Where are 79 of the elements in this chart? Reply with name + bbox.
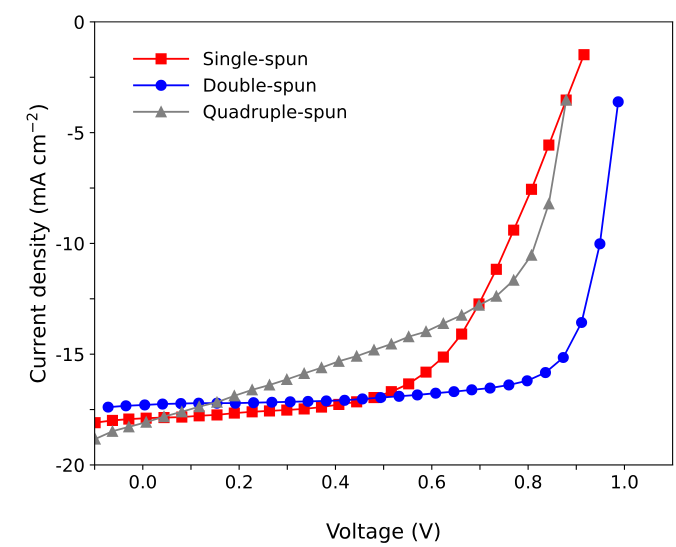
point	[508, 274, 520, 286]
point	[576, 316, 588, 328]
point	[490, 264, 502, 275]
point	[543, 139, 554, 151]
point	[356, 393, 368, 404]
point	[503, 379, 514, 391]
point	[106, 414, 118, 426]
point	[302, 396, 314, 407]
point	[175, 398, 186, 410]
point	[120, 400, 132, 412]
point	[375, 392, 386, 404]
point	[484, 382, 496, 394]
point	[228, 408, 240, 419]
point	[284, 396, 296, 408]
point	[403, 378, 414, 390]
y-tick-label: -15	[56, 348, 84, 362]
point	[106, 426, 118, 437]
point	[139, 399, 150, 410]
point	[420, 326, 432, 338]
point	[612, 96, 624, 108]
legend-label: Quadruple-spun	[204, 104, 346, 122]
point	[211, 409, 223, 420]
point	[438, 352, 449, 363]
y-tick-label: -10	[56, 236, 84, 251]
x-tick-label: 0.8	[514, 474, 542, 489]
x-tick-label: 0.2	[226, 474, 252, 489]
x-tick-label: 0.4	[322, 474, 349, 489]
point	[281, 374, 292, 385]
point	[351, 350, 362, 362]
y-tick-label: -5	[68, 126, 84, 140]
point	[430, 388, 442, 399]
x-tick-label: 0.6	[418, 474, 446, 489]
point	[156, 398, 168, 410]
point	[594, 238, 606, 250]
point	[393, 390, 405, 402]
point	[339, 394, 350, 406]
point	[490, 290, 502, 302]
point	[508, 224, 520, 236]
point	[316, 362, 328, 374]
point	[246, 384, 258, 396]
point	[578, 49, 590, 60]
legend-label: Single-spun	[204, 51, 307, 69]
point	[123, 421, 134, 432]
point	[368, 344, 380, 356]
point	[228, 390, 240, 402]
legend-label: Double-spun	[204, 78, 316, 96]
point	[246, 406, 258, 418]
y-axis-title: Current density (mA cm$^{−2}$)	[26, 105, 50, 382]
point	[526, 184, 538, 195]
point	[194, 401, 205, 412]
point	[266, 396, 278, 408]
point	[298, 368, 310, 380]
x-tick-label: 1.0	[612, 474, 638, 489]
point	[176, 406, 188, 418]
y-tick-label: 0	[74, 15, 84, 29]
point	[102, 402, 114, 413]
point	[540, 367, 552, 378]
point	[333, 356, 344, 367]
point	[456, 310, 468, 321]
point	[466, 384, 478, 396]
point	[543, 198, 554, 210]
point	[320, 395, 332, 406]
point	[558, 352, 569, 364]
point	[412, 389, 423, 400]
point	[403, 331, 414, 342]
point	[438, 318, 449, 329]
point	[420, 366, 432, 378]
point	[264, 379, 276, 391]
point	[522, 375, 533, 386]
point	[123, 414, 134, 425]
point	[456, 328, 468, 340]
point	[526, 250, 538, 261]
y-tick-label: -20	[56, 458, 84, 472]
point	[448, 386, 460, 398]
point	[140, 416, 152, 428]
point	[386, 338, 397, 350]
point	[248, 397, 260, 408]
x-tick-label: 0.0	[130, 474, 156, 489]
x-axis-title: Voltage (V)	[326, 522, 440, 543]
